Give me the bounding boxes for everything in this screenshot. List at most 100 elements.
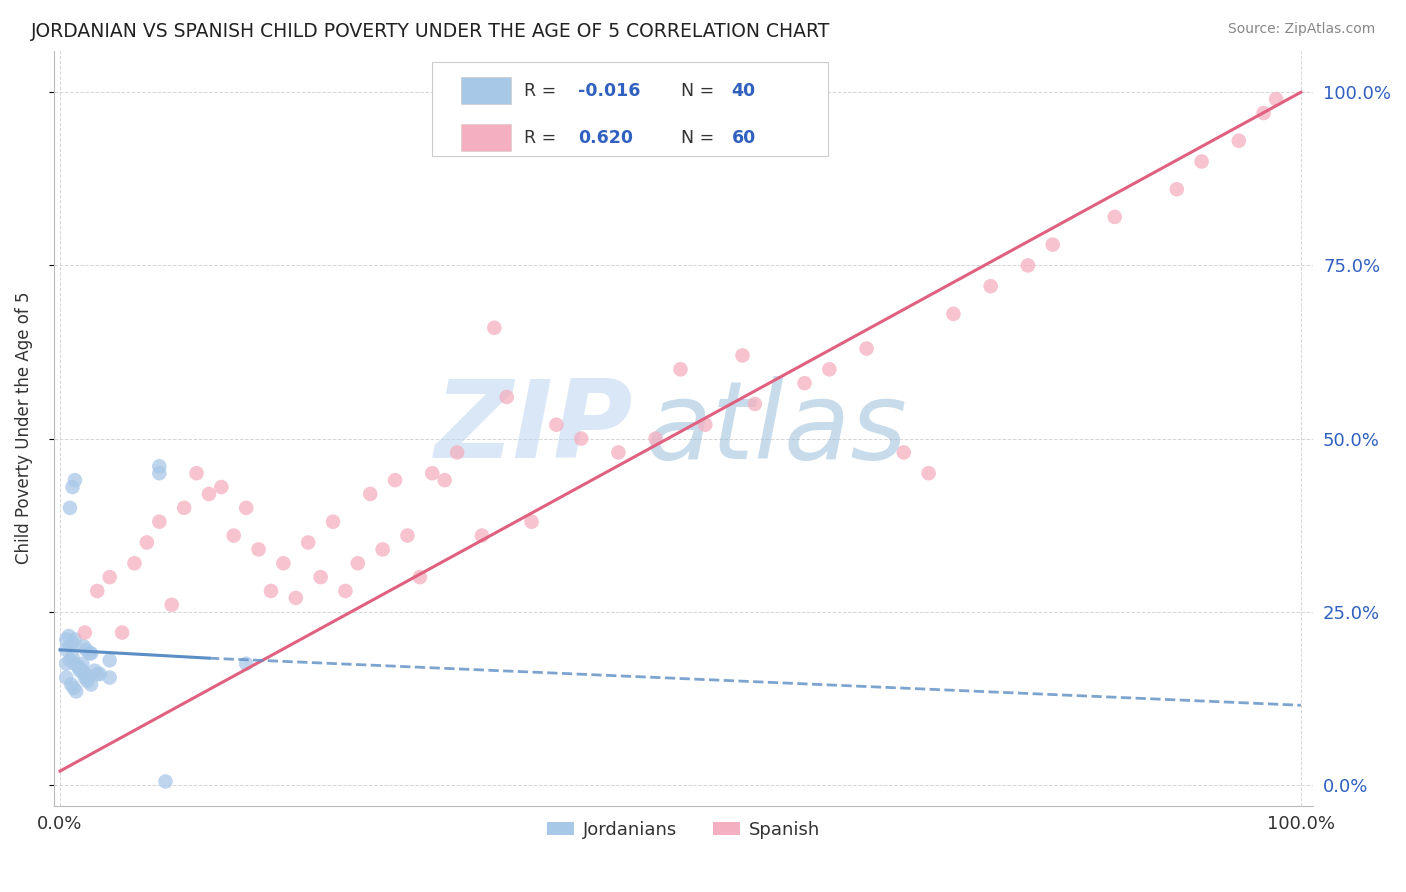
- Point: [893, 445, 915, 459]
- Point: [55, 657, 77, 671]
- Point: [62, 649, 84, 664]
- Point: [86, 667, 108, 681]
- Text: atlas: atlas: [645, 376, 908, 481]
- Point: [607, 445, 630, 459]
- Text: N =: N =: [681, 128, 720, 146]
- Point: [59, 500, 82, 515]
- Point: [942, 307, 965, 321]
- Point: [495, 390, 517, 404]
- Point: [98, 570, 121, 584]
- Point: [322, 515, 344, 529]
- Point: [59, 653, 82, 667]
- Point: [235, 657, 257, 671]
- Point: [79, 646, 101, 660]
- Point: [309, 570, 332, 584]
- Point: [98, 671, 121, 685]
- Text: ZIP: ZIP: [434, 376, 633, 481]
- Point: [62, 681, 84, 695]
- Point: [446, 445, 468, 459]
- Text: -0.016: -0.016: [578, 82, 640, 100]
- Text: Source: ZipAtlas.com: Source: ZipAtlas.com: [1227, 22, 1375, 37]
- Text: 40: 40: [731, 82, 755, 100]
- Point: [60, 677, 83, 691]
- Point: [818, 362, 841, 376]
- Point: [458, 112, 481, 127]
- Text: JORDANIAN VS SPANISH CHILD POVERTY UNDER THE AGE OF 5 CORRELATION CHART: JORDANIAN VS SPANISH CHILD POVERTY UNDER…: [31, 22, 831, 41]
- Point: [1017, 259, 1039, 273]
- Point: [1227, 134, 1250, 148]
- Point: [86, 584, 108, 599]
- Point: [67, 660, 90, 674]
- Point: [72, 657, 94, 671]
- Text: R =: R =: [523, 82, 561, 100]
- Point: [89, 667, 111, 681]
- Text: N =: N =: [681, 82, 720, 100]
- Point: [186, 467, 208, 481]
- Point: [80, 677, 103, 691]
- Bar: [461, 77, 510, 104]
- Point: [73, 667, 96, 681]
- Bar: [461, 124, 510, 151]
- Point: [446, 106, 468, 120]
- Point: [55, 643, 77, 657]
- Legend: Jordanians, Spanish: Jordanians, Spanish: [540, 814, 828, 846]
- Point: [67, 660, 90, 674]
- Point: [695, 417, 717, 432]
- Point: [235, 500, 257, 515]
- Point: [409, 570, 432, 584]
- Point: [546, 417, 568, 432]
- Point: [1253, 106, 1275, 120]
- Point: [124, 556, 146, 570]
- Text: R =: R =: [523, 128, 561, 146]
- FancyBboxPatch shape: [432, 62, 828, 156]
- Point: [155, 774, 177, 789]
- Point: [1191, 154, 1213, 169]
- Point: [76, 671, 98, 685]
- Point: [62, 636, 84, 650]
- Text: 60: 60: [731, 128, 755, 146]
- Point: [75, 643, 97, 657]
- Point: [980, 279, 1002, 293]
- Point: [1265, 92, 1288, 106]
- Point: [396, 528, 419, 542]
- Point: [83, 664, 105, 678]
- Point: [917, 467, 939, 481]
- Point: [198, 487, 221, 501]
- Point: [98, 653, 121, 667]
- Point: [284, 591, 307, 605]
- Point: [73, 625, 96, 640]
- Point: [520, 515, 543, 529]
- Point: [384, 473, 406, 487]
- Point: [173, 500, 195, 515]
- Point: [433, 473, 456, 487]
- Point: [222, 528, 245, 542]
- Point: [744, 397, 766, 411]
- Point: [731, 348, 754, 362]
- Point: [55, 632, 77, 647]
- Point: [484, 320, 506, 334]
- Point: [59, 640, 82, 654]
- Point: [76, 673, 98, 688]
- Point: [669, 362, 692, 376]
- Y-axis label: Child Poverty Under the Age of 5: Child Poverty Under the Age of 5: [15, 292, 32, 565]
- Text: 0.620: 0.620: [578, 128, 633, 146]
- Point: [148, 515, 170, 529]
- Point: [72, 640, 94, 654]
- Point: [135, 535, 157, 549]
- Point: [148, 467, 170, 481]
- Point: [160, 598, 183, 612]
- Point: [63, 657, 86, 671]
- Point: [569, 432, 592, 446]
- Point: [335, 584, 357, 599]
- Point: [55, 671, 77, 685]
- Point: [347, 556, 370, 570]
- Point: [63, 632, 86, 647]
- Point: [471, 528, 494, 542]
- Point: [644, 432, 666, 446]
- Point: [260, 584, 283, 599]
- Point: [69, 664, 91, 678]
- Point: [793, 376, 815, 391]
- Point: [371, 542, 394, 557]
- Point: [148, 459, 170, 474]
- Point: [62, 480, 84, 494]
